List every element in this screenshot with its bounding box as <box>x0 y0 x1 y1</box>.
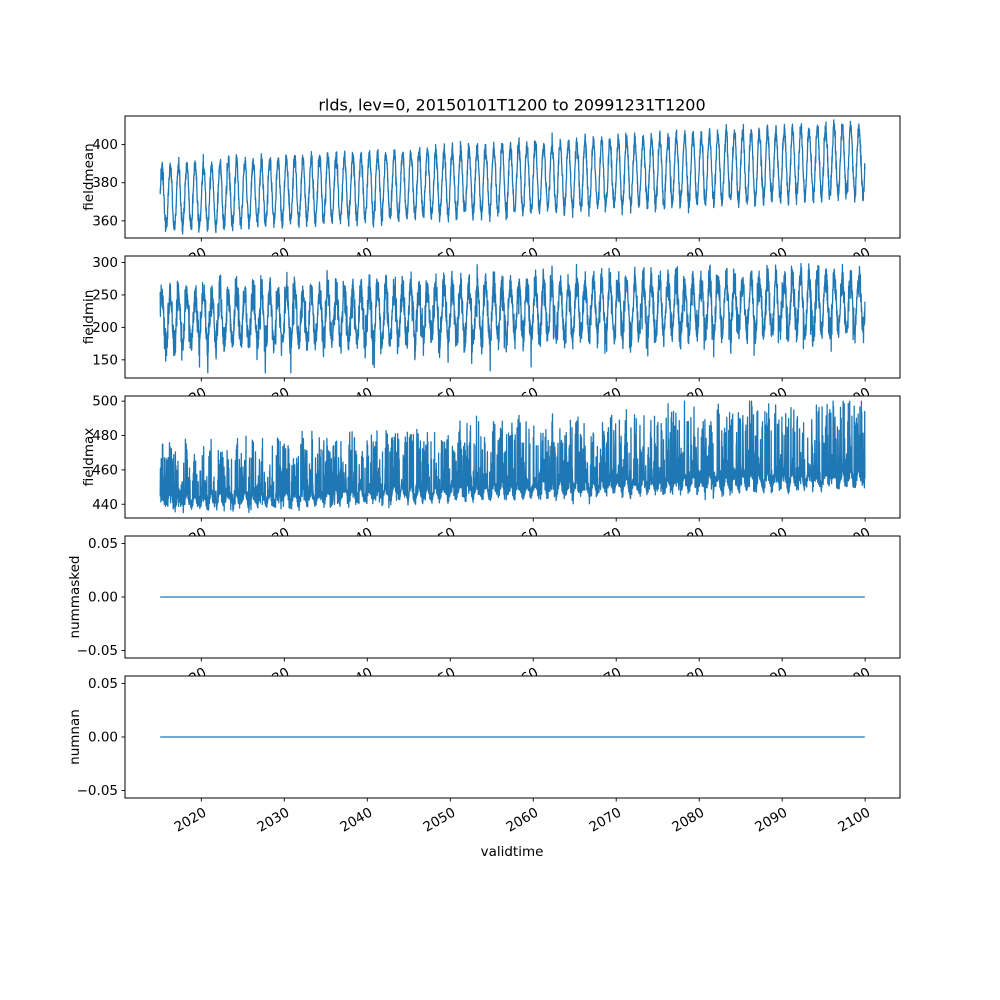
y-tick-label: 0.05 <box>88 536 118 552</box>
x-tick-label: 2040 <box>338 805 376 836</box>
axes-frame-fieldmean <box>124 115 901 239</box>
y-tick-label: 440 <box>92 497 118 513</box>
ylabel-numnan: numnan <box>67 709 83 765</box>
y-tick-label: 0.05 <box>88 676 118 692</box>
y-tick-label: 300 <box>92 255 118 271</box>
ylabel-nummasked: nummasked <box>67 555 83 639</box>
y-tick-label: 460 <box>92 462 118 478</box>
y-tick-label: 0.00 <box>88 590 118 606</box>
y-tick-label: 0.00 <box>88 730 118 746</box>
x-tick-label: 2080 <box>669 805 707 836</box>
series-fieldmax <box>159 400 866 514</box>
ylabel-fieldmax: fieldmax <box>81 427 97 487</box>
y-tick-label: 400 <box>92 137 118 153</box>
series-fieldmean <box>159 119 866 235</box>
x-tick-label: 2070 <box>586 805 624 836</box>
x-tick-label: 2090 <box>752 805 790 836</box>
y-tick-label: 150 <box>92 352 118 368</box>
y-tick-label: 380 <box>92 175 118 191</box>
y-tick-label: 480 <box>92 428 118 444</box>
y-tick-label: 500 <box>92 394 118 410</box>
series-fieldmin <box>159 262 866 374</box>
ylabel-fieldmin: fieldmin <box>81 289 97 345</box>
y-tick-label: 250 <box>92 287 118 303</box>
x-tick-label: 2050 <box>421 805 459 836</box>
figure-title: rlds, lev=0, 20150101T1200 to 20991231T1… <box>318 95 706 115</box>
y-tick-label: −0.05 <box>77 643 118 659</box>
x-tick-label: 2100 <box>835 805 873 836</box>
axes-frame-fieldmin <box>124 255 901 379</box>
x-axis-label: validtime <box>480 844 544 860</box>
axes-frame-fieldmax <box>124 395 901 519</box>
x-tick-label: 2060 <box>503 805 541 836</box>
y-tick-label: 360 <box>92 213 118 229</box>
x-tick-label: 2020 <box>172 805 210 836</box>
y-tick-label: 200 <box>92 320 118 336</box>
x-tick-label: 2030 <box>255 805 293 836</box>
ylabel-fieldmean: fieldmean <box>81 143 97 211</box>
y-tick-label: −0.05 <box>77 783 118 799</box>
